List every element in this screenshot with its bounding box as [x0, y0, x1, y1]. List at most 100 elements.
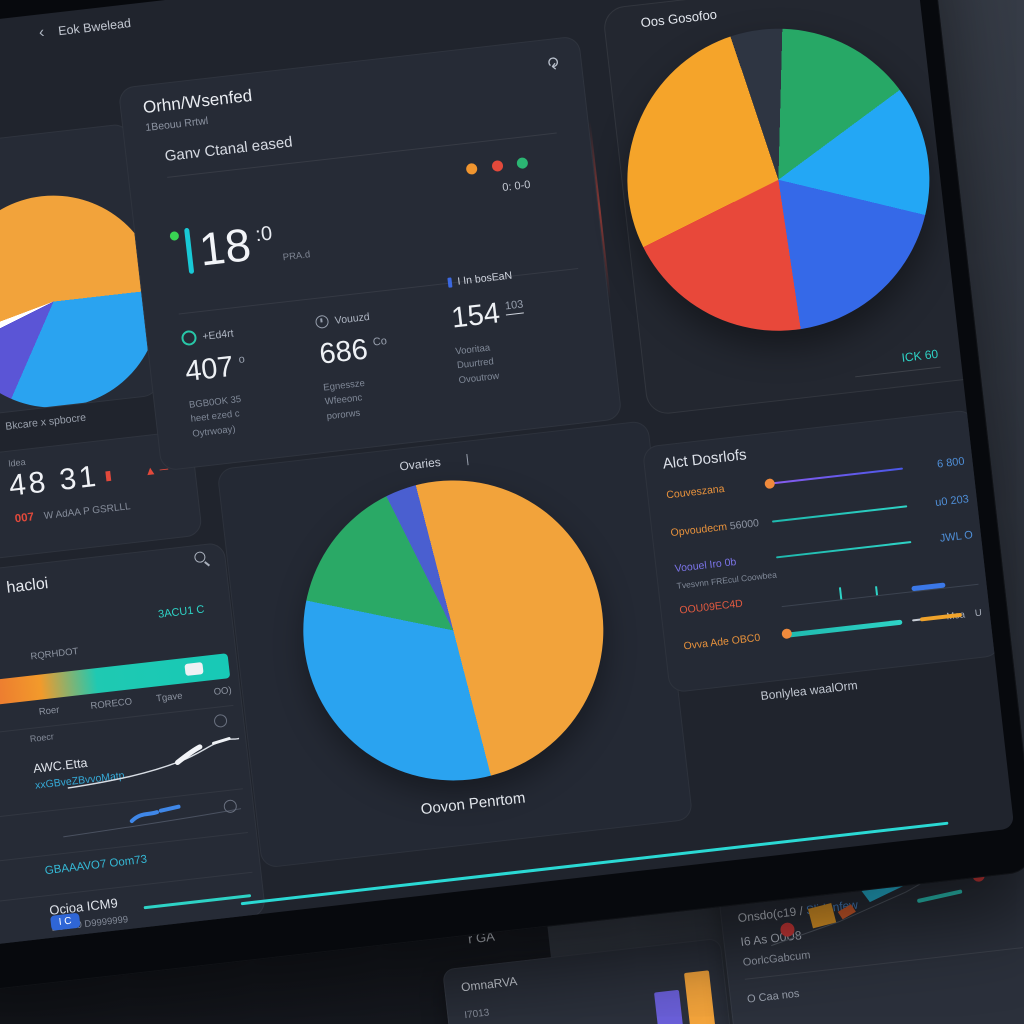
bar — [683, 970, 721, 1024]
alert-count: 007 — [14, 511, 35, 526]
top-bar[interactable]: ‹ Eok Bwelead — [38, 14, 132, 42]
stat-captions: Egnessze Wfeeonc pororws — [323, 366, 462, 424]
right-pie-chart — [611, 12, 946, 347]
purple-progress-line — [764, 467, 903, 490]
search-icon[interactable] — [193, 550, 214, 570]
mini-tick-chart — [780, 565, 979, 611]
list-panel: hacloi 3ACU1 C RQRHDOT Roer RORECO Tgave… — [0, 541, 267, 954]
white-line — [912, 612, 963, 622]
alert-row-value: u0 203 — [934, 493, 970, 510]
center-pie-card: Ovaries | Oovon Penrtom — [216, 420, 694, 869]
teal-progress-bar — [143, 894, 252, 910]
big-stat: 18 :0 PRA.d — [169, 214, 311, 276]
stat-column-1: +Ed4rt 407 o BGB0OK 35 heet ezed c Oytrw… — [180, 316, 328, 442]
stat-value: 407 o — [184, 341, 322, 389]
title-tick: | — [464, 451, 470, 466]
big-stat-caption: PRA.d — [282, 249, 311, 264]
row-tag: Roecr — [29, 731, 55, 745]
stat-label-text: +Ed4rt — [201, 326, 235, 343]
back-chevron-icon[interactable]: ‹ — [38, 23, 46, 42]
red-status-dot — [490, 159, 504, 173]
gradient-bar-badge — [184, 662, 204, 677]
alert-row-value-2: U — [974, 607, 983, 619]
right-pie-title: Oos Gosofoo — [639, 6, 718, 31]
divider — [0, 871, 253, 909]
stat-number: 407 — [183, 350, 236, 389]
alert-row[interactable]: Opvoudecm 56000 u0 203 — [670, 493, 969, 539]
stat-captions: Vooritaa Duurtred Ovoutrow — [455, 330, 594, 388]
check-ring-icon — [180, 329, 198, 347]
teal-progress-line — [776, 541, 912, 559]
bar — [654, 989, 689, 1024]
alert-panel: Alct Dosrlofs Couveszana 6 800 Opvoudecm… — [641, 409, 1002, 694]
stat-label: Vouuzd — [315, 301, 451, 329]
teal-bar-icon — [184, 227, 195, 275]
stat-label: +Ed4rt — [180, 316, 317, 347]
bar-chart — [555, 958, 721, 1024]
stat-column-2: Vouuzd 686 Co Egnessze Wfeeonc pororws — [315, 301, 462, 426]
tick-label: OO) — [213, 684, 233, 698]
card-title: Orhn/Wsenfed — [142, 85, 254, 118]
status-circle-icon[interactable] — [213, 713, 228, 729]
tick-label: Roer — [38, 704, 61, 718]
alert-row-label: OOU09EC4D — [678, 597, 744, 617]
stat-caption: W AdAA P GSRLLL — [43, 501, 132, 523]
blue-sparkline — [63, 804, 242, 838]
teal-bar — [781, 619, 903, 639]
refresh-icon[interactable]: ⟳ — [542, 56, 561, 72]
dots-caption: 0: 0-0 — [501, 178, 532, 194]
alert-row-label: Couveszana — [665, 482, 726, 502]
status-dots: 0: 0-0 — [456, 155, 532, 199]
alert-row-label: Ovva Ade OBC0 — [682, 631, 761, 653]
clock-icon — [315, 314, 330, 329]
stat-number: 686 — [317, 333, 370, 371]
stat-label-text: I In bosEaN — [456, 269, 513, 288]
bar-card-subtitle: I7013 — [463, 1007, 490, 1022]
orange-dot-icon — [764, 478, 776, 490]
tick-label: RORECO — [89, 696, 133, 712]
stat-value: 154 103 — [450, 287, 588, 335]
stat-column-3: I In bosEaN 154 103 Vooritaa Duurtred Ov… — [447, 270, 597, 410]
card-subtitle: 1Beouu Rrtwl — [144, 114, 209, 135]
stats-row: +Ed4rt 407 o BGB0OK 35 heet ezed c Oytrw… — [180, 270, 597, 442]
panel-link[interactable]: 3ACU1 C — [157, 603, 206, 621]
list-panel-title: hacloi — [5, 575, 50, 597]
alert-row-label: Opvoudecm 56000 — [670, 517, 760, 540]
stat-value: 686 Co — [318, 324, 456, 372]
alert-row-value: JWL O — [939, 529, 974, 545]
stat-sub-row: 007 W AdAA P GSRLLL — [14, 500, 131, 525]
green-status-dot — [516, 157, 529, 170]
list-row-link[interactable]: GBAAAVO7 Oom73 — [44, 853, 148, 878]
alert-row-value: 6 800 — [936, 455, 966, 471]
center-pie-chart — [287, 464, 620, 797]
alert-row[interactable]: Voouel Iro 0b JWL O — [674, 529, 973, 575]
green-dot-icon — [169, 231, 180, 241]
center-pie-title-text: Ovaries — [398, 454, 442, 474]
alert-panel-footer: Bonlylea waalOrm — [759, 678, 859, 704]
alert-row-sublabel: 56000 — [729, 517, 760, 533]
orange-status-dot — [465, 162, 478, 175]
stat-suffix: o — [238, 353, 246, 366]
stat-suffix: 103 — [504, 298, 525, 316]
white-sparkline — [67, 737, 240, 789]
stat-header: I In bosEaN — [447, 262, 583, 289]
alert-panel-title: Alct Dosrlofs — [661, 446, 748, 473]
search-label[interactable]: Eok Bwelead — [57, 16, 132, 39]
stat-tag: ldea — [8, 456, 27, 469]
detail-line-4: O Caa nos — [746, 987, 801, 1006]
orange-dot-icon — [781, 627, 793, 639]
center-pie-caption: Oovon Penrtom — [419, 789, 527, 819]
big-stat-value: 18 — [196, 218, 254, 276]
stat-number: 154 — [449, 297, 502, 335]
stat-suffix: Co — [372, 335, 388, 349]
dashboard-screen: ‹ Eok Bwelead Bkcare x spbocre ldea 48 3… — [0, 0, 1014, 955]
tick-label: Tgave — [155, 690, 184, 705]
gradient-axis-label: RQRHDOT — [29, 646, 79, 663]
big-stat-suffix: :0 — [254, 222, 274, 247]
overview-card: Orhn/Wsenfed 1Beouu Rrtwl ⟳ Ganv Ctanal … — [117, 35, 623, 472]
warning-glyph-icon: ▮ — [103, 466, 116, 483]
stat-captions: BGB0OK 35 heet ezed c Oytrwoay) — [188, 384, 327, 442]
bar-card-title: OmnaRVA — [460, 974, 518, 995]
tablet: ‹ Eok Bwelead Bkcare x spbocre ldea 48 3… — [0, 0, 1024, 1003]
teal-progress-line — [771, 505, 908, 523]
